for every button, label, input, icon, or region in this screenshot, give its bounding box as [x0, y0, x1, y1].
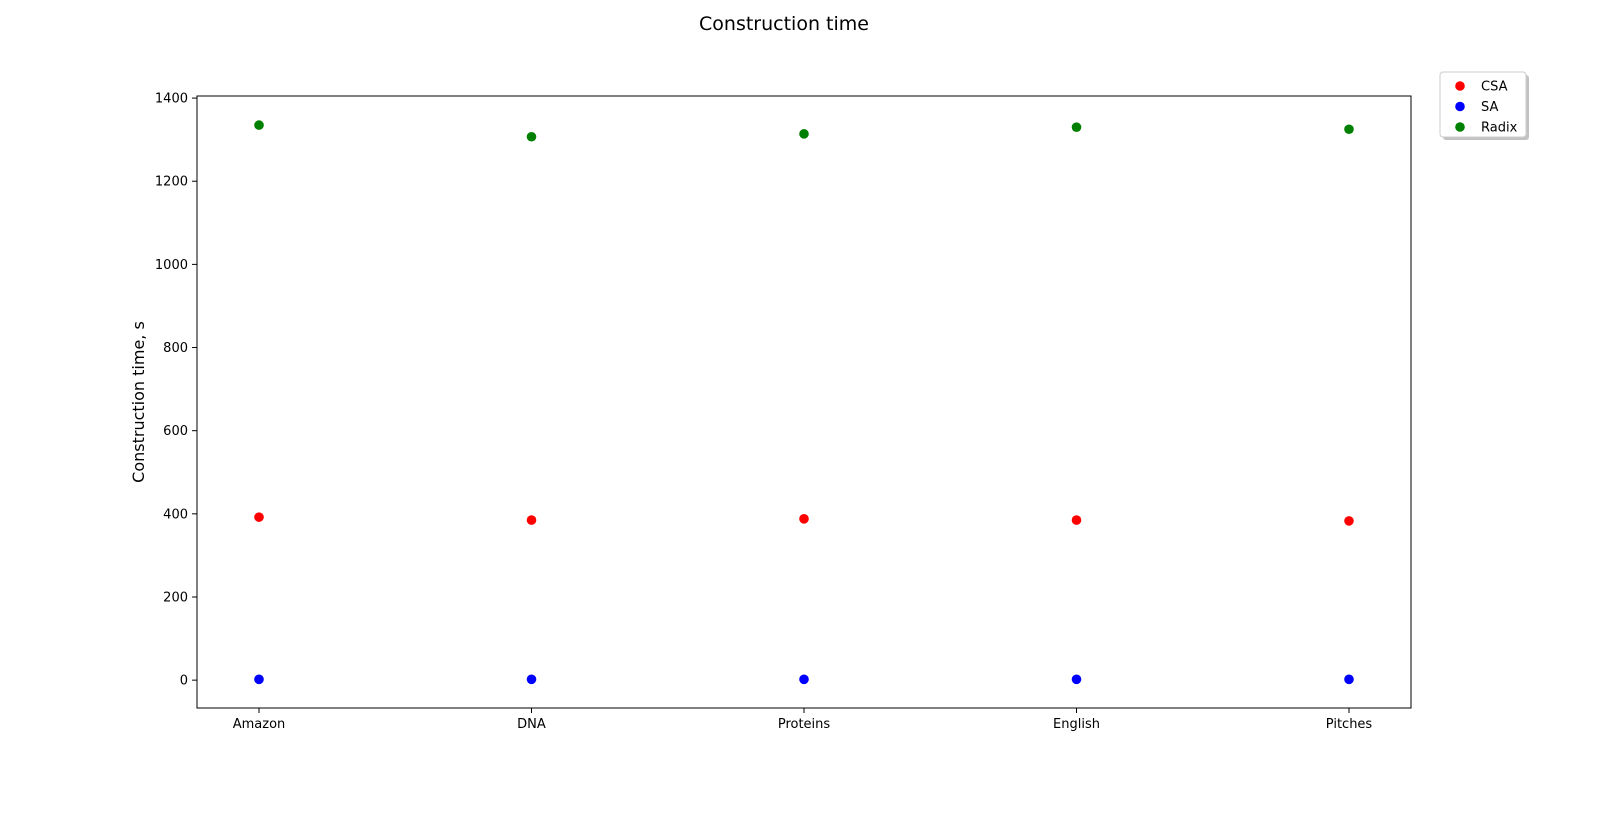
legend: CSA SA Radix: [1439, 71, 1529, 140]
point-radix-dna: [526, 131, 537, 142]
x-tick-label: Proteins: [778, 717, 831, 732]
x-tick-label: DNA: [517, 717, 546, 732]
legend-marker-radix: [1455, 122, 1465, 132]
point-sa-pitches: [1344, 674, 1354, 685]
legend-label-sa: SA: [1481, 100, 1498, 115]
y-tick-label: 800: [163, 341, 188, 356]
x-tick-label: Pitches: [1326, 717, 1373, 732]
point-sa-dna: [526, 674, 537, 685]
point-sa-english: [1071, 674, 1082, 685]
chart-title: Construction time: [699, 13, 869, 35]
y-tick-label: 1200: [155, 175, 188, 190]
y-tick-label: 0: [180, 674, 188, 689]
point-sa-proteins: [799, 674, 809, 685]
legend-label-radix: Radix: [1481, 121, 1518, 136]
data-points: [254, 120, 1354, 685]
point-csa-amazon: [254, 512, 264, 522]
point-csa-dna: [526, 515, 537, 525]
y-tick-label: 1000: [155, 258, 188, 273]
point-radix-pitches: [1344, 124, 1354, 135]
x-tick-label: English: [1053, 717, 1100, 732]
point-radix-amazon: [254, 120, 264, 130]
legend-label-csa: CSA: [1481, 80, 1508, 95]
y-tick-label: 400: [163, 507, 188, 522]
x-axis: Amazon DNA Proteins English Pitches: [233, 708, 1373, 732]
y-axis: 0 200 400 600 800 1000 1200 1400: [155, 92, 197, 689]
point-csa-pitches: [1344, 516, 1354, 526]
point-csa-english: [1071, 515, 1082, 525]
point-radix-proteins: [799, 129, 809, 139]
point-sa-amazon: [254, 674, 264, 685]
legend-marker-sa: [1455, 101, 1465, 112]
y-tick-label: 200: [163, 590, 188, 605]
plot-area: [196, 95, 1412, 709]
y-tick-label: 1400: [155, 92, 188, 107]
legend-marker-csa: [1455, 81, 1465, 91]
x-tick-label: Amazon: [233, 717, 286, 732]
y-axis-label: Construction time, s: [129, 321, 148, 483]
point-csa-proteins: [799, 514, 809, 524]
point-radix-english: [1071, 122, 1082, 132]
y-tick-label: 600: [163, 424, 188, 439]
